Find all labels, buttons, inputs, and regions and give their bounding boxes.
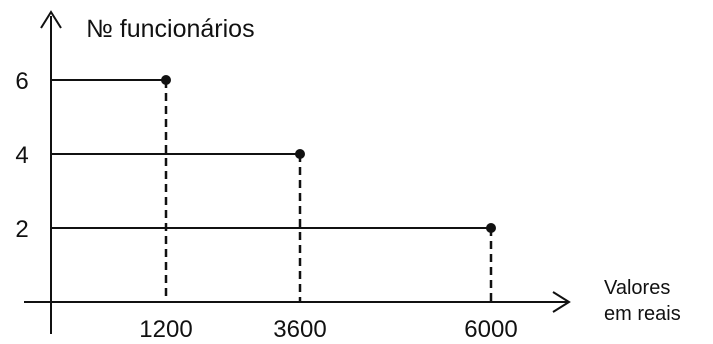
x-tick-label: 1200 [139, 316, 192, 343]
x-axis-label-line-2: em reais [604, 303, 681, 325]
data-point [486, 223, 496, 233]
y-axis-label: № funcionários [86, 15, 255, 43]
data-points [161, 75, 496, 233]
data-point [295, 149, 305, 159]
y-tick-label: 2 [15, 216, 28, 243]
y-tick-label: 4 [15, 142, 28, 169]
y-axis-arrowhead [40, 10, 62, 29]
guide-lines [51, 79, 493, 302]
x-tick-label: 6000 [464, 316, 517, 343]
x-axis-label-line-1: Valores [604, 277, 670, 299]
data-point [161, 75, 171, 85]
tick-labels: 6 4 2 1200 3600 6000 [15, 68, 517, 343]
axes [24, 10, 571, 334]
y-tick-label: 6 [15, 68, 28, 95]
x-tick-label: 3600 [273, 316, 326, 343]
x-axis-arrowhead [552, 291, 571, 313]
